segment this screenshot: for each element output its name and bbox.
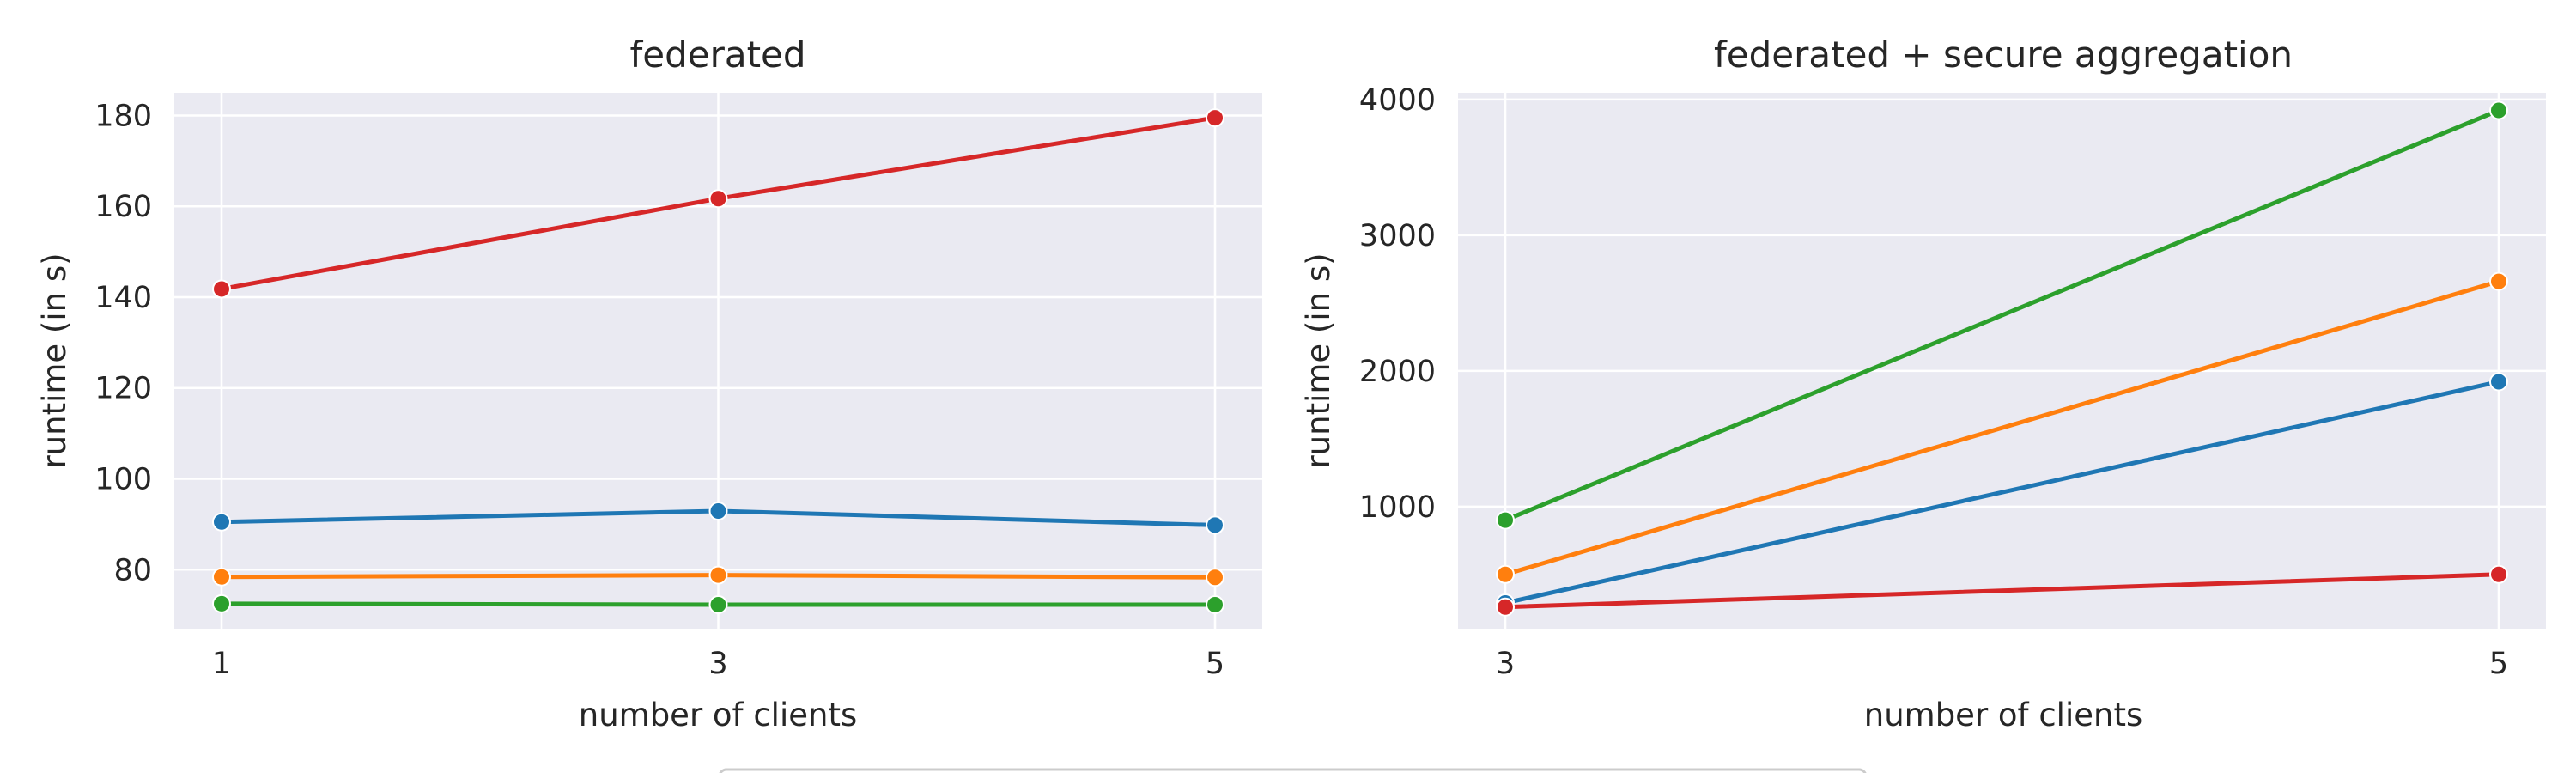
data-point (1206, 594, 1224, 614)
chart-federated: federated 80 100 120 140 160 180 1 3 5 number o… (36, 33, 1262, 733)
x-tick-label: 1 (212, 647, 231, 681)
y-tick-label: 4000 (1359, 83, 1436, 118)
series (1496, 564, 2508, 617)
series-group (1496, 100, 2508, 617)
y-tick-label: 120 (94, 372, 152, 406)
y-tick-label: 2000 (1359, 355, 1436, 389)
y-tick-label: 100 (94, 462, 152, 496)
data-point (708, 565, 728, 585)
series-group (212, 108, 1224, 614)
series-line (1503, 108, 2501, 523)
data-point (708, 502, 728, 521)
series-line (1503, 379, 2501, 606)
data-point (2489, 372, 2508, 392)
grid (174, 93, 1262, 629)
y-tick-label: 140 (94, 281, 152, 315)
y-tick-label: 80 (113, 553, 152, 587)
data-point (708, 594, 728, 614)
data-point (1206, 108, 1224, 128)
series-line (1503, 572, 2501, 610)
series-line (1503, 279, 2501, 577)
y-tick-labels: 1000 2000 3000 4000 (1359, 83, 1436, 525)
y-tick-label: 3000 (1359, 219, 1436, 253)
data-point (212, 593, 231, 613)
x-tick-label: 3 (708, 647, 727, 681)
legend (719, 768, 1867, 773)
series (212, 108, 1224, 299)
data-point (1206, 568, 1224, 587)
y-tick-label: 1000 (1359, 490, 1436, 525)
data-point (212, 279, 231, 299)
plot-area (1458, 93, 2546, 629)
y-tick-label: 160 (94, 190, 152, 224)
data-point (1206, 515, 1224, 535)
chart-title: federated + secure aggregation (1714, 33, 2293, 76)
series (212, 593, 1224, 614)
series (212, 502, 1224, 535)
grid (1458, 93, 2546, 629)
data-point (2489, 271, 2508, 291)
x-axis-label: number of clients (1864, 697, 2143, 733)
x-axis-label: number of clients (579, 697, 858, 733)
x-tick-label: 3 (1496, 647, 1515, 681)
data-point (2489, 564, 2508, 584)
chart-federated-secure-aggregation: federated + secure aggregation 1000 2000 3… (1300, 33, 2546, 733)
y-tick-labels: 80 100 120 140 160 180 (94, 99, 152, 587)
y-axis-label: runtime (in s) (1300, 253, 1337, 468)
series (1496, 271, 2508, 584)
data-point (1496, 597, 1515, 617)
data-point (1496, 564, 1515, 584)
data-point (708, 189, 728, 209)
x-tick-label: 5 (1206, 647, 1224, 681)
data-point (1496, 510, 1515, 530)
series (1496, 100, 2508, 530)
series (212, 565, 1224, 587)
chart-title: federated (629, 33, 805, 76)
x-tick-labels: 1 3 5 (212, 647, 1224, 681)
data-point (2489, 100, 2508, 120)
data-point (212, 567, 231, 587)
y-tick-label: 180 (94, 99, 152, 133)
y-axis-label: runtime (in s) (36, 253, 73, 468)
data-point (212, 512, 231, 532)
x-tick-label: 5 (2489, 647, 2508, 681)
